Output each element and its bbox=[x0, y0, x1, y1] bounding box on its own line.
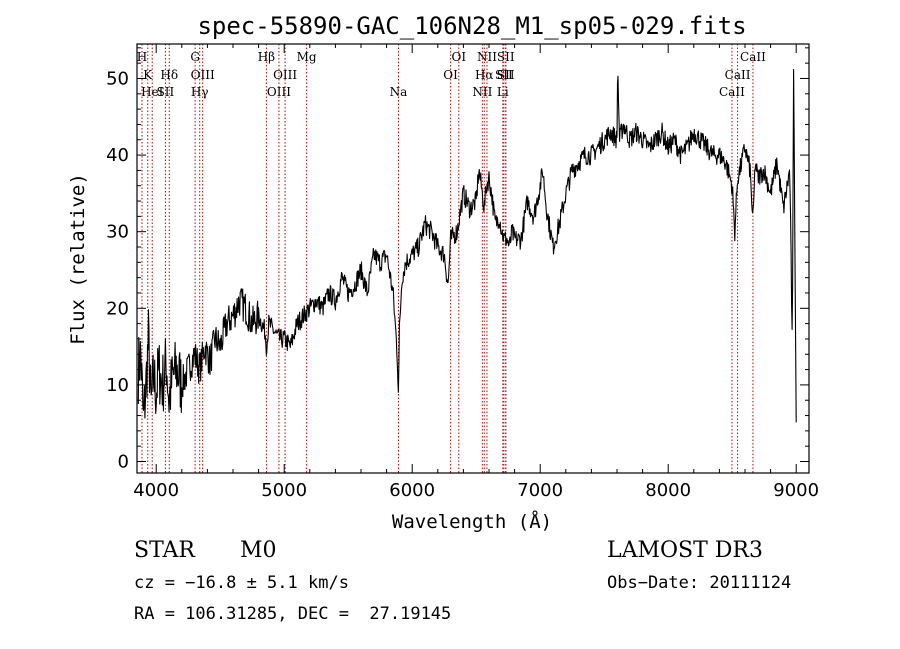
spectrum-series-line bbox=[137, 68, 797, 423]
observation-date: Obs−Date: 20111124 bbox=[607, 573, 792, 593]
spectral-line-label: K bbox=[143, 68, 153, 82]
y-tick-label: 50 bbox=[106, 68, 129, 89]
spectral-line-labels: HKHeISIIHδGHγOIIIHβOIIIOIIIMgNaOIOINIIHα… bbox=[137, 50, 766, 99]
x-tick-label: 9000 bbox=[773, 480, 819, 501]
spectral-line-label: SII bbox=[157, 85, 175, 99]
spectral-line-label: SII bbox=[495, 68, 513, 82]
spectral-line-label: Na bbox=[390, 85, 408, 99]
spectral-line-label: SII bbox=[497, 68, 515, 82]
spectral-line-label: Mg bbox=[297, 50, 317, 64]
spectral-line-markers bbox=[141, 44, 754, 473]
x-axis-label: Wavelength (Å) bbox=[392, 510, 552, 533]
spectral-line-label: OIII bbox=[273, 68, 297, 82]
spectral-line-label: OIII bbox=[191, 68, 215, 82]
ra-dec: RA = 106.31285, DEC = 27.19145 bbox=[134, 604, 452, 624]
spectral-line-label: SII bbox=[497, 50, 515, 64]
y-tick-label: 0 bbox=[118, 452, 129, 473]
spectral-line-label: HeI bbox=[141, 85, 164, 99]
spectral-line-label: H bbox=[137, 50, 147, 64]
spectral-line-label: CaII bbox=[725, 68, 751, 82]
object-class: STAR bbox=[134, 538, 195, 563]
x-tick-label: 6000 bbox=[389, 480, 435, 501]
spectral-line-label: OIII bbox=[267, 85, 291, 99]
redshift-cz: cz = −16.8 ± 5.1 km/s bbox=[134, 573, 349, 593]
y-tick-label: 30 bbox=[106, 222, 129, 243]
spectral-line-label: G bbox=[190, 50, 200, 64]
plot-frame bbox=[136, 43, 810, 474]
spectral-line-label: NII bbox=[477, 50, 497, 64]
spectral-line-label: Li bbox=[497, 85, 509, 99]
spectral-line-label: Hδ bbox=[160, 68, 178, 82]
spectral-line-label: Hγ bbox=[191, 85, 209, 99]
y-tick-label: 10 bbox=[106, 375, 129, 396]
spectral-line-label: Hβ bbox=[258, 50, 275, 64]
spectral-line-label: OI bbox=[443, 68, 458, 82]
chart-title: spec-55890-GAC_106N28_M1_sp05-029.fits bbox=[197, 12, 746, 40]
spectral-line-label: OI bbox=[452, 50, 467, 64]
x-tick-label: 7000 bbox=[517, 480, 563, 501]
x-tick-label: 8000 bbox=[645, 480, 691, 501]
y-tick-label: 40 bbox=[106, 145, 129, 166]
spectral-line-label: NII bbox=[472, 85, 492, 99]
x-tick-label: 4000 bbox=[133, 480, 179, 501]
spectral-line-label: CaII bbox=[719, 85, 745, 99]
y-tick-label: 20 bbox=[106, 298, 129, 319]
spectral-line-label: CaII bbox=[740, 50, 766, 64]
object-subclass: M0 bbox=[240, 538, 277, 563]
x-tick-label: 5000 bbox=[261, 480, 307, 501]
axes: 4000 5000 6000 7000 8000 9000 0 10 20 30 40 50 bbox=[106, 44, 819, 501]
survey-name: LAMOST DR3 bbox=[607, 538, 763, 563]
spectral-line-label: Hα bbox=[475, 68, 494, 82]
y-axis-label: Flux (relative) bbox=[67, 173, 89, 345]
